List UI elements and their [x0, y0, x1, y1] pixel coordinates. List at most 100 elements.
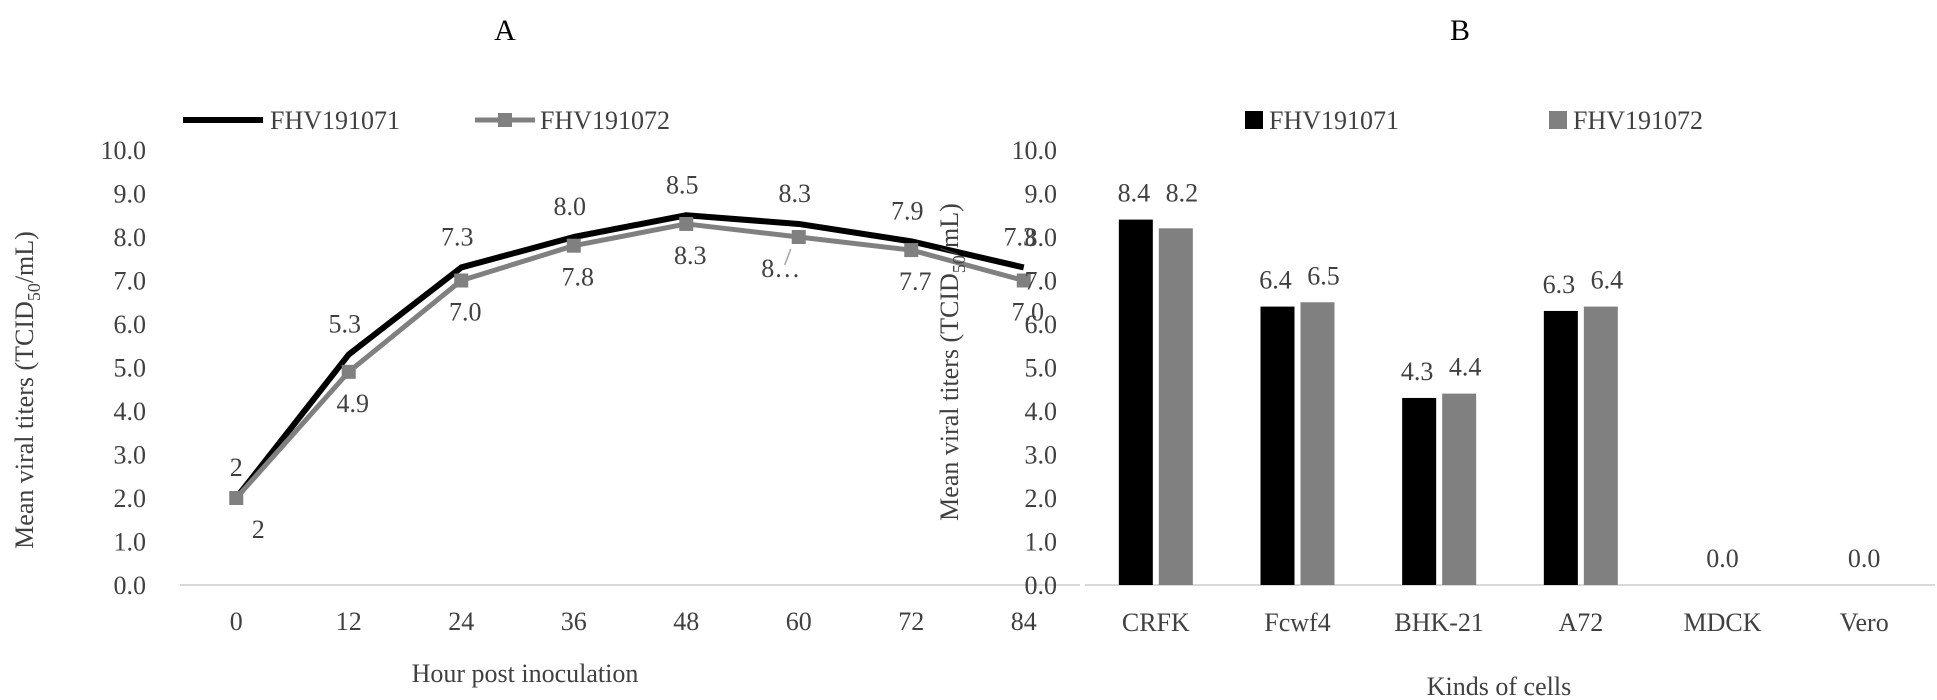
series-marker-fhv191072 — [1016, 273, 1031, 288]
panel-b-y-ticks: 0.01.02.03.04.05.06.07.08.09.010.0 — [1012, 136, 1058, 600]
panel-a-y-tick-label: 0.0 — [114, 571, 147, 600]
panel-b-y-tick-label: 2.0 — [1025, 484, 1058, 513]
legend-swatch-fhv191071-bar — [1245, 111, 1263, 129]
panel-b-y-tick-label: 0.0 — [1025, 571, 1058, 600]
panel-b-y-tick-label: 6.0 — [1025, 310, 1058, 339]
series-marker-fhv191072 — [341, 364, 356, 379]
data-label-fhv191071: 8.4 — [1118, 179, 1151, 208]
data-label-fhv191071: 8.3 — [779, 179, 812, 208]
panel-b-ylabel-main: Mean viral titers (TCID — [935, 273, 964, 521]
data-label-fhv191071: 7.9 — [891, 196, 924, 225]
panel-a-ylabel-subscript: 50 — [24, 283, 44, 301]
bar-fhv191071 — [1260, 306, 1295, 585]
panel-a-y-tick-label: 5.0 — [114, 354, 147, 383]
data-label-fhv191071: 0.0 — [1848, 544, 1881, 573]
bar-fhv191072 — [1300, 302, 1335, 585]
data-label-fhv191072: 8… — [761, 254, 800, 283]
panel-b-legend: FHV191071 FHV191072 — [1245, 106, 1703, 135]
panel-a-y-tick-label: 2.0 — [114, 484, 147, 513]
panel-b-x-tick-label: Fcwf4 — [1264, 608, 1330, 637]
data-label-fhv191071: 6.4 — [1259, 266, 1292, 295]
panel-b-x-tick-label: CRFK — [1122, 608, 1190, 637]
data-label-fhv191072: 8.2 — [1166, 179, 1199, 208]
label-leader-line — [784, 248, 792, 266]
panel-b-letter: B — [1450, 14, 1470, 47]
panel-a-series — [229, 212, 1031, 505]
panel-b-x-ticks: CRFK Fcwf4 BHK-21 A72 MDCK Vero — [1122, 608, 1889, 637]
panel-b-ylabel-tail: /mL) — [935, 203, 964, 255]
data-label-fhv191072: 4.4 — [1449, 353, 1482, 382]
legend-swatch-fhv191072-bar — [1549, 111, 1567, 129]
panel-b-y-tick-label: 5.0 — [1025, 354, 1058, 383]
panel-a-legend: FHV191071 FHV191072 — [183, 106, 670, 135]
panel-a-ylabel-tail: /mL) — [10, 231, 39, 283]
bar-fhv191072 — [1158, 228, 1193, 586]
panel-b-x-tick-label: Vero — [1840, 608, 1889, 637]
panel-a-y-tick-label: 10.0 — [101, 136, 147, 165]
panel-a-x-tick-label: 36 — [561, 607, 587, 636]
panel-b-x-tick-label: BHK-21 — [1394, 608, 1484, 637]
bar-fhv191072 — [1442, 393, 1477, 585]
data-label-fhv191072: 7.8 — [562, 263, 595, 292]
panel-b-y-tick-label: 1.0 — [1025, 528, 1058, 557]
panel-a-y-axis-title: Mean viral titers (TCID50/mL) — [10, 231, 44, 549]
panel-b-y-tick-label: 10.0 — [1012, 136, 1058, 165]
series-marker-fhv191072 — [904, 243, 919, 258]
panel-a-y-tick-label: 9.0 — [114, 180, 147, 209]
panel-a-y-tick-label: 1.0 — [114, 528, 147, 557]
panel-a-x-tick-label: 12 — [336, 607, 362, 636]
data-label-fhv191071: 2 — [230, 453, 243, 482]
data-label-fhv191071: 6.3 — [1543, 270, 1576, 299]
panel-a-y-ticks: 0.0 1.0 2.0 3.0 4.0 5.0 6.0 7.0 8.0 9.0 10.0 — [101, 136, 147, 600]
legend-label-fhv191071-bar: FHV191071 — [1269, 106, 1399, 135]
panel-b-y-tick-label: 3.0 — [1025, 441, 1058, 470]
data-label-fhv191072: 6.5 — [1307, 261, 1340, 290]
panel-a-y-tick-label: 3.0 — [114, 441, 147, 470]
bar-fhv191071 — [1402, 397, 1437, 585]
panel-a-x-ticks: 0 12 24 36 48 60 72 84 — [230, 607, 1037, 636]
legend-marker-fhv191072 — [498, 113, 512, 127]
panel-a-x-tick-label: 72 — [898, 607, 924, 636]
bar-fhv191071 — [1543, 310, 1578, 585]
panel-b-y-tick-label: 8.0 — [1025, 223, 1058, 252]
series-marker-fhv191072 — [229, 491, 244, 505]
data-label-fhv191071: 4.3 — [1401, 357, 1434, 386]
panel-b-y-tick-label: 9.0 — [1025, 180, 1058, 209]
series-marker-fhv191072 — [566, 238, 581, 253]
data-label-fhv191072: 2 — [252, 515, 265, 544]
legend-label-fhv191072-bar: FHV191072 — [1573, 106, 1703, 135]
series-line-fhv191071 — [233, 212, 1025, 500]
panel-a-ylabel-main: Mean viral titers (TCID — [10, 301, 39, 549]
panel-b-ylabel-subscript: 50 — [949, 255, 969, 273]
panel-a-x-tick-label: 60 — [786, 607, 812, 636]
panel-b-bar-chart: B FHV191071 FHV191072 Mean viral titers … — [935, 14, 1935, 700]
legend-label-fhv191071: FHV191071 — [270, 106, 400, 135]
data-label-fhv191072: 8.3 — [674, 241, 707, 270]
panel-b-x-tick-label: A72 — [1558, 608, 1603, 637]
data-label-fhv191072: 7.0 — [449, 298, 482, 327]
series-line-fhv191072 — [234, 221, 1025, 500]
panel-b-data-labels: 8.4 8.2 6.4 6.5 4.3 4.4 6.3 6.4 0.0 0.0 — [1118, 179, 1881, 573]
panel-a-x-tick-label: 84 — [1011, 607, 1037, 636]
bar-fhv191071 — [1118, 219, 1153, 585]
data-label-fhv191071: 7.3 — [1004, 222, 1037, 251]
panel-a-y-tick-label: 8.0 — [114, 223, 147, 252]
panel-a-x-axis-title: Hour post inoculation — [412, 659, 639, 688]
panel-a-x-tick-label: 24 — [448, 607, 474, 636]
panel-b-bars — [1118, 219, 1618, 586]
panel-a-y-tick-label: 4.0 — [114, 397, 147, 426]
data-label-fhv191072: 4.9 — [337, 389, 370, 418]
panel-a-y-tick-label: 7.0 — [114, 267, 147, 296]
series-marker-fhv191072 — [679, 216, 694, 231]
panel-a-y-tick-label: 6.0 — [114, 310, 147, 339]
data-label-fhv191071: 8.0 — [554, 192, 587, 221]
panel-b-y-axis-title: Mean viral titers (TCID50/mL) — [935, 203, 969, 521]
panel-a-x-tick-label: 0 — [230, 607, 243, 636]
panel-b-y-tick-label: 7.0 — [1025, 267, 1058, 296]
data-label-fhv191071: 7.3 — [441, 222, 474, 251]
data-label-fhv191071: 5.3 — [329, 309, 362, 338]
panel-b-x-tick-label: MDCK — [1683, 608, 1761, 637]
panel-a-line-chart: A FHV191071 FHV191072 Mean viral titers … — [10, 14, 1080, 688]
legend-label-fhv191072: FHV191072 — [540, 106, 670, 135]
